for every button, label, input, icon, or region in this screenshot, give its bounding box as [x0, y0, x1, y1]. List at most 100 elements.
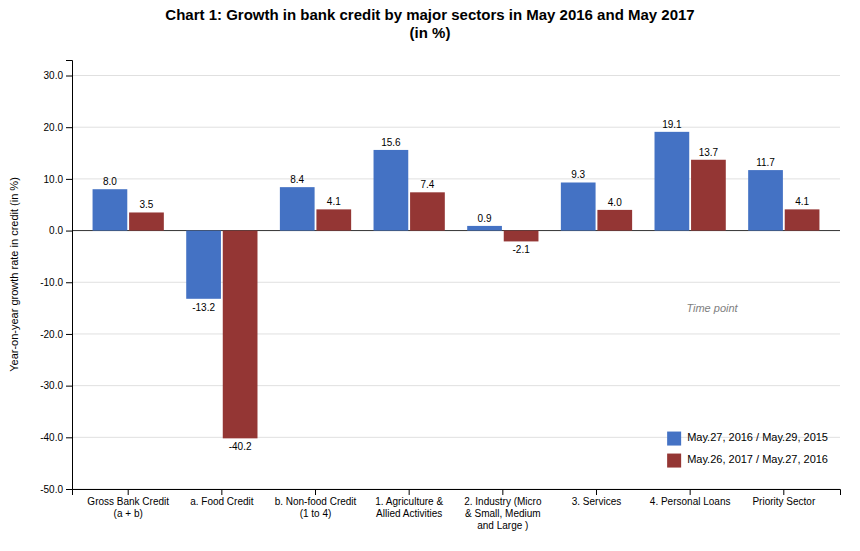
tick-mark	[690, 489, 691, 495]
bar	[410, 192, 445, 230]
bar	[504, 231, 539, 242]
grid-line	[72, 385, 840, 386]
data-label: 8.0	[103, 176, 117, 187]
data-label: 11.7	[756, 157, 775, 168]
grid-line	[72, 127, 840, 128]
tick-mark	[66, 127, 72, 128]
tick-label: -30.0	[40, 380, 63, 391]
tick-label: Priority Sector	[752, 496, 815, 507]
title: Chart 1: Growth in bank credit by major …	[165, 6, 694, 41]
tick-mark	[66, 282, 72, 283]
tick-mark	[66, 386, 72, 387]
legend-label: May.26, 2017 / May.27, 2016	[687, 453, 828, 465]
bar	[597, 210, 632, 231]
bar	[316, 209, 351, 230]
x-tick: 4. Personal Loans	[650, 489, 731, 507]
bar	[561, 182, 596, 230]
data-label: 19.1	[662, 119, 682, 130]
bars	[93, 132, 820, 439]
tick-label: -50.0	[40, 484, 63, 495]
tick-mark	[66, 489, 72, 490]
y-tick: 10.0	[44, 174, 72, 185]
y-tick: -50.0	[40, 484, 72, 495]
y-axis-title: Year-on-year growth rate in credit (in %…	[8, 177, 20, 372]
bar	[223, 231, 258, 439]
legend: May.27, 2016 / May.29, 2015 May.26, 2017 …	[667, 431, 828, 467]
grid-line	[72, 333, 840, 334]
tick-mark	[783, 489, 784, 495]
tick-label: 30.0	[44, 70, 64, 81]
axis-line	[73, 490, 841, 496]
legend-swatch	[667, 454, 681, 468]
series	[93, 132, 783, 299]
bar	[785, 209, 820, 230]
tick-mark	[128, 489, 129, 495]
series	[129, 160, 819, 439]
tick-label: 2. Industry (Micro& Small, Mediumand Lar…	[464, 496, 542, 531]
grid-line	[72, 75, 840, 76]
data-label: 4.1	[327, 196, 341, 207]
tick-mark	[502, 489, 503, 495]
legend-label: May.27, 2016 / May.29, 2015	[687, 431, 828, 443]
tick-mark	[315, 489, 316, 495]
data-label: 9.3	[571, 169, 585, 180]
bar	[655, 132, 690, 231]
x-tick: 3. Services	[572, 489, 621, 507]
tick-mark	[66, 231, 72, 232]
y-tick: -40.0	[40, 432, 72, 443]
tick-label: 0.0	[49, 225, 63, 236]
tick-label: -40.0	[40, 432, 63, 443]
data-label: 13.7	[699, 147, 719, 158]
tick-label: -20.0	[40, 329, 63, 340]
y-tick: 20.0	[44, 122, 72, 133]
tick-label: a. Food Credit	[190, 496, 254, 507]
tick-label: -10.0	[40, 277, 63, 288]
legend-item: May.26, 2017 / May.27, 2016	[667, 453, 828, 467]
tick-mark	[66, 76, 72, 77]
data-label: 4.0	[608, 197, 622, 208]
legend-swatch	[667, 432, 681, 446]
x-tick: Gross Bank Credit(a + b)	[87, 489, 169, 519]
y-tick: 0.0	[49, 225, 72, 236]
x-tick: b. Non-food Credit(1 to 4)	[275, 489, 357, 519]
bar	[186, 231, 221, 299]
y-axis: -50.0 -40.0 -30.0 -20.0 -10.0 0.0 10.0 20.0 30.0	[40, 61, 72, 495]
x-tick: 1. Agriculture &Allied Activities	[375, 489, 443, 519]
data-label: -13.2	[192, 302, 215, 313]
data-label: -40.2	[229, 441, 252, 452]
data-label: -2.1	[512, 244, 530, 255]
bar	[280, 187, 315, 230]
tick-label: 3. Services	[572, 496, 621, 507]
tick-label: 10.0	[44, 174, 64, 185]
tick-label: Gross Bank Credit(a + b)	[87, 496, 169, 519]
chart: Chart 1: Growth in bank credit by major …	[0, 0, 860, 551]
y-tick: -30.0	[40, 380, 72, 391]
tick-mark	[66, 179, 72, 180]
y-tick: 30.0	[44, 70, 72, 81]
data-labels: 8.0-13.28.415.60.99.319.111.73.5-40.24.1…	[103, 119, 809, 453]
y-tick: -20.0	[40, 329, 72, 340]
bar	[129, 212, 164, 230]
tick-label: 1. Agriculture &Allied Activities	[375, 496, 443, 519]
x-tick: a. Food Credit	[190, 489, 254, 507]
bar	[467, 226, 502, 231]
tick-mark	[221, 489, 222, 495]
x-tick: 2. Industry (Micro& Small, Mediumand Lar…	[464, 489, 542, 531]
bar	[93, 189, 128, 230]
tick-mark	[66, 437, 72, 438]
x-tick: Priority Sector	[752, 489, 815, 507]
tick-mark	[596, 489, 597, 495]
tick-mark	[409, 489, 410, 495]
data-label: 15.6	[381, 137, 401, 148]
data-label: 4.1	[795, 196, 809, 207]
tick-label: 4. Personal Loans	[650, 496, 731, 507]
axis-line	[66, 61, 73, 490]
data-label: 0.9	[478, 213, 492, 224]
grid	[72, 76, 840, 489]
bar	[374, 150, 409, 231]
tick-mark	[66, 334, 72, 335]
annotation: Time point	[686, 302, 738, 314]
data-label: 3.5	[140, 199, 154, 210]
data-label: 7.4	[420, 179, 434, 190]
bar	[691, 160, 726, 231]
